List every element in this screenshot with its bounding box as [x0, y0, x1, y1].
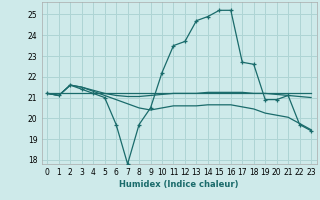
X-axis label: Humidex (Indice chaleur): Humidex (Indice chaleur) — [119, 180, 239, 189]
